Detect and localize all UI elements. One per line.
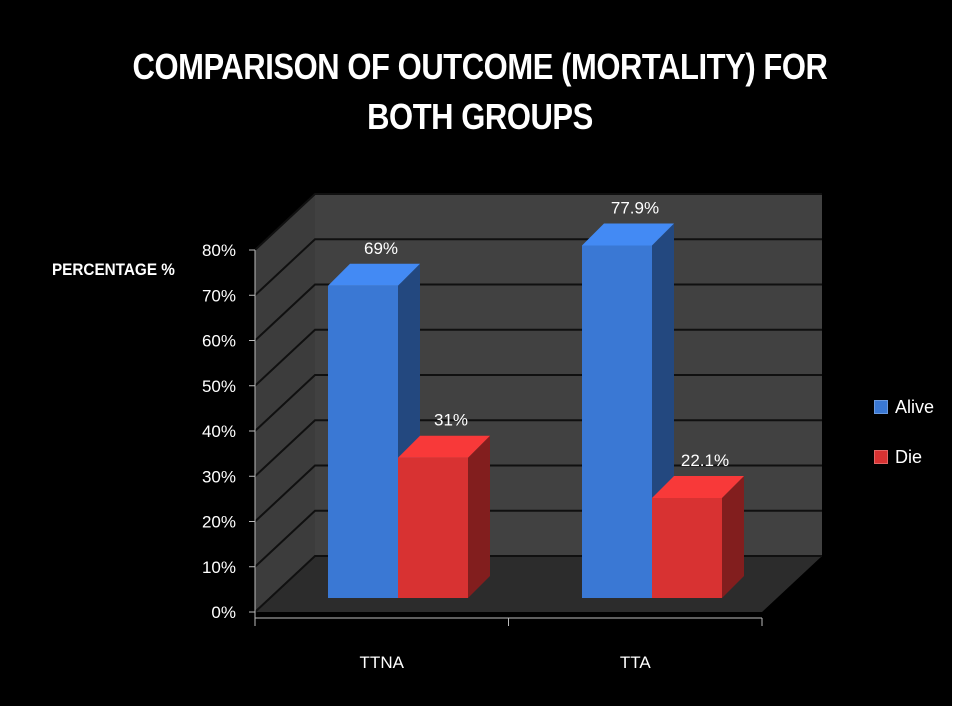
y-axis-ticks: 0% 10% 20% 30% 40% 50% 60% 70% 80% [202, 241, 256, 622]
bar-top-face [328, 263, 420, 286]
bar-front-face [328, 285, 398, 598]
chart-title: COMPARISON OF OUTCOME (MORTALITY) FOR BO… [67, 42, 893, 142]
data-labels: 69% 31% 77.9% 22.1% [364, 199, 729, 470]
y-tick-label: 60% [202, 332, 236, 351]
y-tick-label: 0% [211, 603, 236, 622]
bar-side-face [722, 475, 744, 598]
bar-front-face [398, 457, 468, 598]
legend-label-die: Die [895, 446, 923, 467]
legend-label-alive: Alive [895, 396, 935, 417]
x-tick-label: TTA [620, 653, 652, 672]
data-label: 69% [364, 239, 398, 258]
chart-legend: Alive Die [874, 394, 934, 494]
bar-front-face [652, 497, 722, 598]
legend-item-die: Die [874, 444, 934, 470]
x-tick-label: TTNA [360, 653, 405, 672]
data-label: 22.1% [681, 451, 729, 470]
y-tick-label: 10% [202, 558, 236, 577]
y-tick-label: 70% [202, 286, 236, 305]
bar-top-face [582, 223, 674, 246]
bar-die-ttna [398, 435, 490, 598]
y-tick-label: 20% [202, 513, 236, 532]
y-tick-label: 30% [202, 467, 236, 486]
bar-side-face [468, 435, 490, 598]
y-axis-label: PERCENTAGE % [52, 260, 175, 279]
legend-swatch-alive [874, 400, 888, 414]
chart-bars [328, 223, 744, 598]
x-axis: TTNA TTA [254, 617, 763, 672]
data-label: 31% [434, 411, 468, 430]
chart-title-line-2: BOTH GROUPS [367, 96, 593, 137]
legend-swatch-die [874, 450, 888, 464]
bar-die-tta [652, 475, 744, 598]
legend-item-alive: Alive [874, 394, 934, 420]
data-label: 77.9% [611, 199, 659, 218]
chart-title-line-1: COMPARISON OF OUTCOME (MORTALITY) FOR [132, 46, 828, 87]
y-tick-label: 40% [202, 422, 236, 441]
y-tick-label: 50% [202, 377, 236, 396]
gridline [254, 193, 822, 251]
bar-top-face [398, 435, 490, 458]
bar-front-face [582, 245, 652, 598]
bar-top-face [652, 475, 744, 498]
y-tick-label: 80% [202, 241, 236, 260]
